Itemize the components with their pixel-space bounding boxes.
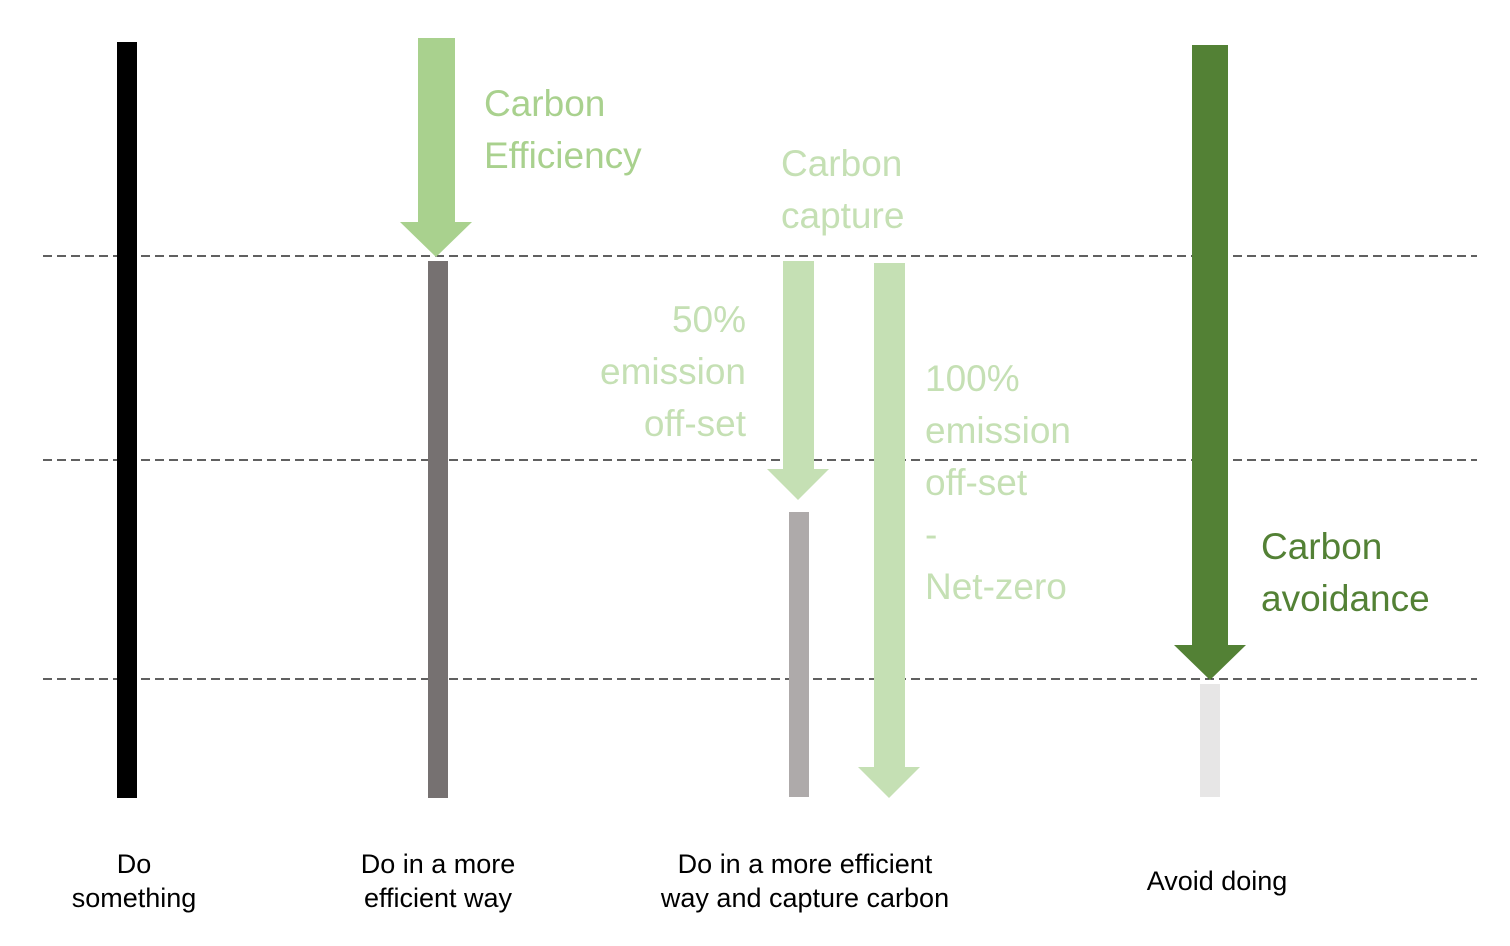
- carbon-efficiency-arrow: [400, 38, 472, 257]
- guide-lines: [43, 255, 1477, 680]
- carbon-avoidance-arrow: [1174, 45, 1246, 680]
- half-offset-label: 50% emission off-set: [600, 299, 746, 444]
- carbon-capture-label: Carbon capture: [781, 143, 905, 236]
- full-offset-net-zero-label: 100% emission off-set - Net-zero: [925, 358, 1071, 607]
- carbon-efficiency-label: Carbon Efficiency: [484, 83, 642, 176]
- baseline-emission-bar: [117, 42, 137, 798]
- captured-emission-bar: [789, 512, 809, 797]
- full-offset-capture-arrow: [858, 263, 920, 798]
- caption-efficient-and-capture: Do in a more efficient way and capture c…: [660, 849, 950, 913]
- caption-do-something: Do something: [71, 849, 197, 913]
- caption-do-efficiently: Do in a more efficient way: [360, 849, 516, 913]
- caption-avoid-doing: Avoid doing: [1146, 866, 1288, 896]
- carbon-avoidance-label: Carbon avoidance: [1261, 526, 1430, 619]
- half-offset-capture-arrow: [767, 261, 829, 500]
- efficient-emission-bar: [428, 261, 448, 798]
- avoided-emission-bar: [1200, 684, 1220, 797]
